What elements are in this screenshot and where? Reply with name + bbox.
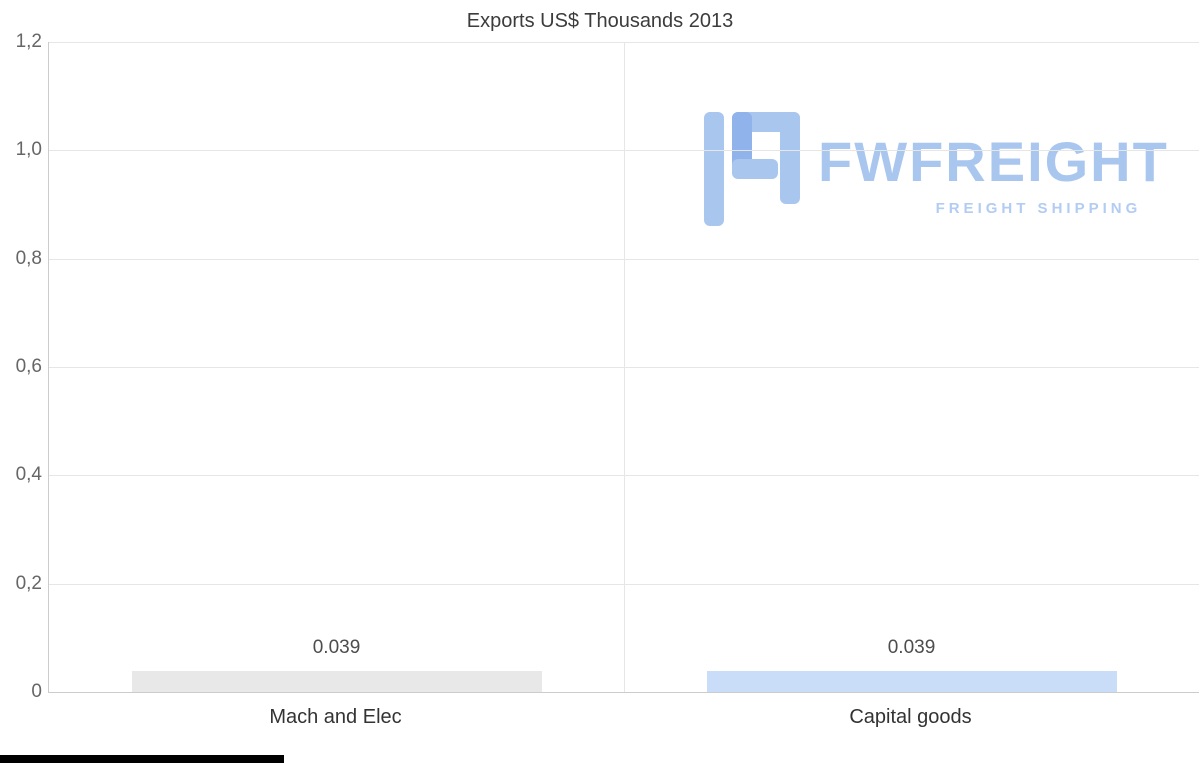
- y-axis-tick-label: 1,0: [15, 139, 42, 160]
- y-axis-tick-label: 0: [31, 681, 42, 702]
- y-axis: 1,2 1,0 0,8 0,6 0,4 0,2 0: [0, 31, 42, 702]
- y-axis-tick-label: 1,2: [15, 31, 42, 52]
- gridline: [49, 367, 1199, 368]
- y-axis-tick-label: 0,8: [15, 248, 42, 269]
- x-axis-labels: Mach and Elec Capital goods: [48, 706, 1198, 736]
- watermark-text: FWFREIGHT FREIGHT SHIPPING: [818, 112, 1169, 218]
- gridline: [49, 475, 1199, 476]
- y-axis-tick-label: 0,2: [15, 573, 42, 594]
- chart-title: Exports US$ Thousands 2013: [466, 10, 734, 32]
- fwfreight-logo-icon: [704, 112, 800, 226]
- bar-value-label: 0.039: [887, 637, 936, 658]
- gridline: [49, 584, 1199, 585]
- bar: [707, 671, 1117, 692]
- y-axis-tick-label: 0,6: [15, 356, 42, 377]
- x-axis-category-label: Mach and Elec: [269, 706, 402, 728]
- watermark-title: FWFREIGHT: [818, 130, 1169, 193]
- plot-area: FWFREIGHT FREIGHT SHIPPING 0.039 0.039: [48, 42, 1199, 693]
- bar-value-label: 0.039: [312, 637, 361, 658]
- bar: [132, 671, 542, 692]
- gridline: [49, 42, 1199, 43]
- gridline: [49, 150, 1199, 151]
- y-axis-tick-label: 0,4: [15, 464, 42, 485]
- gridline: [49, 259, 1199, 260]
- x-axis-category-label: Capital goods: [849, 706, 972, 728]
- watermark-logo: FWFREIGHT FREIGHT SHIPPING: [704, 112, 1169, 226]
- bottom-edge-bar: [0, 755, 284, 763]
- watermark-subtitle: FREIGHT SHIPPING: [935, 200, 1142, 217]
